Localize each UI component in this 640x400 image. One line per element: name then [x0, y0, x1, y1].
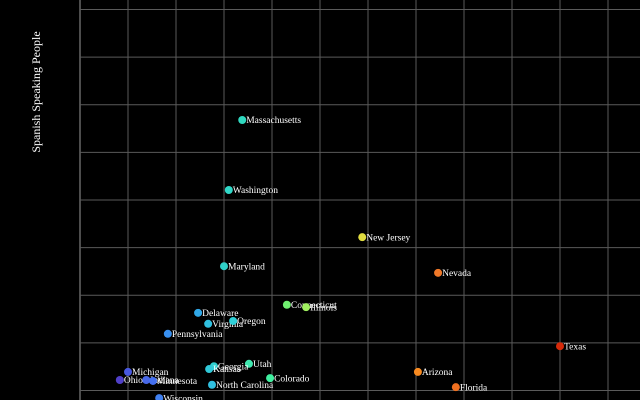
point-label: Minnesota — [157, 377, 198, 387]
point-label: Maryland — [228, 262, 265, 272]
point-label: Oregon — [237, 317, 266, 327]
point-label: Florida — [460, 383, 488, 393]
point-label: Kansas — [213, 365, 241, 375]
data-point — [115, 376, 124, 384]
data-point — [238, 116, 247, 124]
data-point — [229, 316, 238, 325]
point-label: Arizona — [422, 368, 453, 378]
point-label: Massachusetts — [246, 116, 301, 126]
point-label: Virginia — [212, 320, 244, 330]
point-label: Georgia — [218, 362, 249, 372]
data-point — [204, 319, 213, 328]
data-point — [148, 376, 157, 385]
point-label: Texas — [564, 342, 586, 352]
point-label: New Jersey — [366, 233, 410, 243]
data-point — [266, 374, 275, 383]
data-point — [451, 383, 460, 392]
data-point — [302, 303, 311, 312]
data-point — [142, 376, 151, 384]
point-label: Colorado — [274, 374, 310, 384]
data-point — [205, 365, 214, 374]
data-point — [208, 380, 216, 389]
point-label: Wisconsin — [163, 394, 203, 400]
data-point — [413, 367, 422, 376]
point-label: Nevada — [442, 269, 472, 279]
data-point — [163, 329, 172, 338]
data-point — [434, 268, 443, 277]
data-point — [556, 342, 564, 351]
point-label: Connecticut — [291, 301, 337, 311]
point-label: Delaware — [202, 309, 238, 319]
point-label: North Carolina — [216, 381, 274, 391]
data-point — [124, 367, 132, 376]
point-label: Michigan — [132, 368, 169, 378]
data-point — [194, 308, 203, 317]
data-point — [282, 300, 291, 309]
data-point — [224, 186, 233, 194]
point-label: Utah — [253, 360, 272, 370]
point-label: Indiana — [150, 376, 179, 386]
point-label: Pennsylvania — [172, 330, 223, 340]
data-point — [155, 394, 164, 400]
data-point — [244, 359, 253, 368]
point-label: Ohio — [124, 376, 143, 386]
point-label: Washington — [233, 186, 278, 196]
y-axis-title: Spanish Speaking People — [29, 31, 43, 152]
data-point — [220, 262, 228, 271]
point-label: Illinois — [310, 303, 337, 313]
data-point — [358, 233, 367, 242]
